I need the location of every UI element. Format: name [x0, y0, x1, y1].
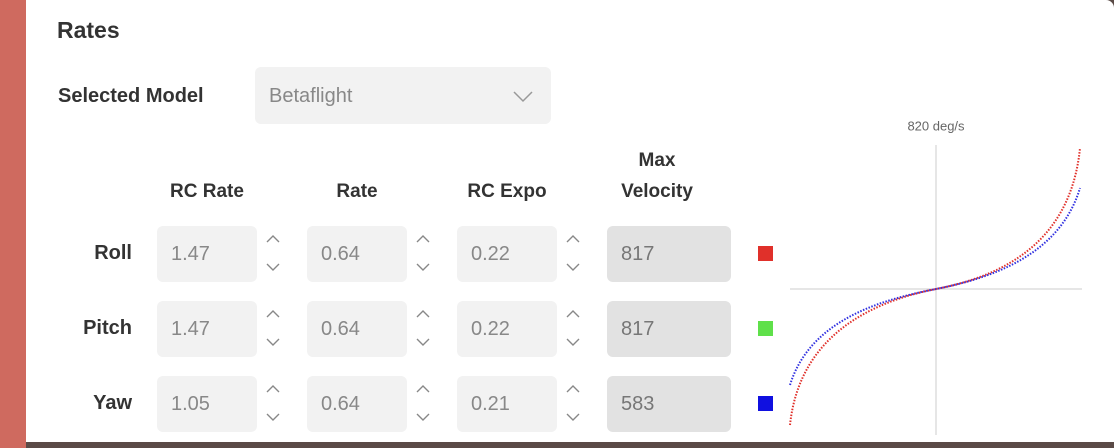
- max-velocity-value: 583: [621, 393, 655, 415]
- number-input[interactable]: 1.47: [157, 301, 257, 357]
- spinner[interactable]: [263, 226, 283, 282]
- input-value: 1.47: [171, 243, 210, 265]
- input-value: 1.05: [171, 393, 210, 415]
- spinner[interactable]: [563, 376, 583, 432]
- panel-title: Rates: [57, 17, 120, 43]
- input-value: 0.64: [321, 243, 360, 265]
- max-velocity-value: 817: [621, 243, 655, 265]
- axis-label: Pitch: [83, 317, 132, 339]
- graph-label: 820 deg/s: [907, 118, 965, 133]
- roll-curve: [789, 147, 1081, 426]
- axis-label: Yaw: [93, 392, 132, 414]
- number-input[interactable]: 0.64: [307, 376, 407, 432]
- spinner[interactable]: [563, 226, 583, 282]
- column-header: RC Rate: [170, 181, 244, 202]
- input-value: 0.64: [321, 318, 360, 340]
- model-label: Selected Model: [58, 85, 204, 107]
- rate-graph: 820 deg/s: [789, 118, 1082, 435]
- color-swatch: [758, 321, 773, 336]
- number-input[interactable]: 0.22: [457, 301, 557, 357]
- input-value: 0.22: [471, 243, 510, 265]
- dropdown-chevron: [513, 91, 533, 103]
- rates-panel: Rates Selected Model Betaflight 820 deg/…: [26, 0, 1114, 442]
- number-input[interactable]: 1.47: [157, 226, 257, 282]
- column-header: Rate: [336, 181, 378, 202]
- yaw-curve: [789, 187, 1081, 386]
- column-header: RC Expo: [467, 181, 547, 202]
- model-value: Betaflight: [269, 85, 353, 107]
- spinner[interactable]: [413, 226, 433, 282]
- spinner[interactable]: [263, 376, 283, 432]
- number-input[interactable]: 0.64: [307, 226, 407, 282]
- input-value: 0.21: [471, 393, 510, 415]
- axis-label: Roll: [94, 242, 132, 264]
- number-input[interactable]: 0.64: [307, 301, 407, 357]
- input-value: 1.47: [171, 318, 210, 340]
- number-input[interactable]: 1.05: [157, 376, 257, 432]
- color-swatch: [758, 396, 773, 411]
- spinner[interactable]: [563, 301, 583, 357]
- input-value: 0.64: [321, 393, 360, 415]
- model-dropdown[interactable]: Betaflight: [255, 67, 551, 124]
- number-input[interactable]: 0.21: [457, 376, 557, 432]
- spinner[interactable]: [413, 376, 433, 432]
- spinner[interactable]: [413, 301, 433, 357]
- max-velocity-field: 583: [607, 376, 731, 432]
- max-velocity-field: 817: [607, 301, 731, 357]
- sidebar-strip: [0, 0, 26, 448]
- column-header: Max Velocity: [621, 150, 693, 202]
- number-input[interactable]: 0.22: [457, 226, 557, 282]
- max-velocity-value: 817: [621, 318, 655, 340]
- spinner[interactable]: [263, 301, 283, 357]
- color-swatch: [758, 246, 773, 261]
- max-velocity-field: 817: [607, 226, 731, 282]
- input-value: 0.22: [471, 318, 510, 340]
